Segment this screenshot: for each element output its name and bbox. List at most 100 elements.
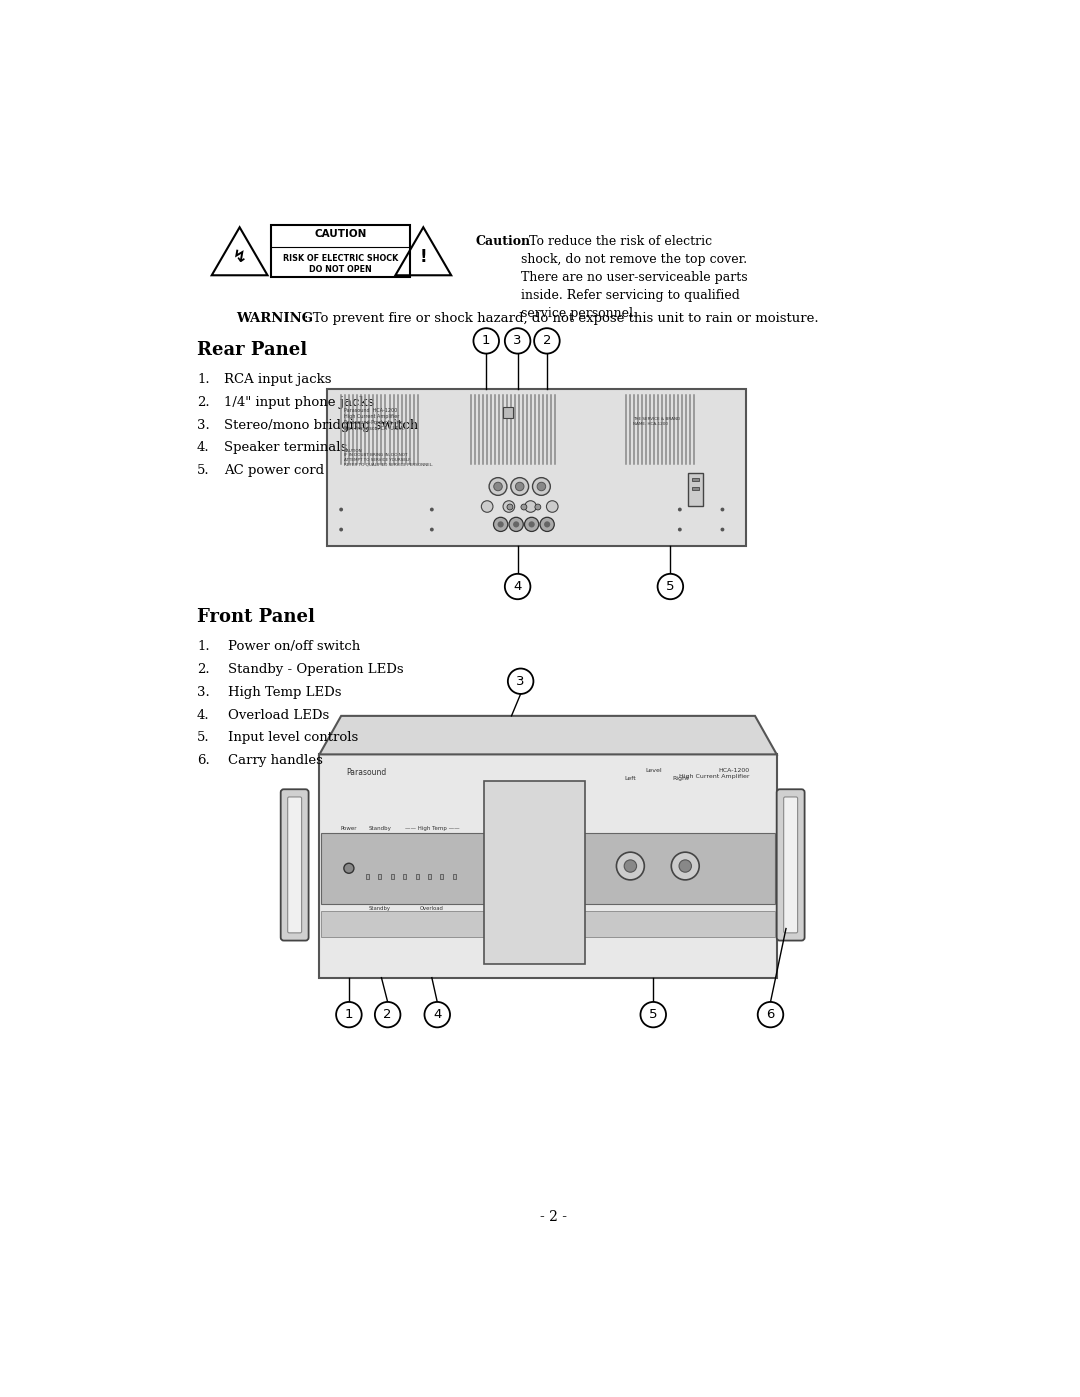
Circle shape xyxy=(339,528,343,531)
Text: 1: 1 xyxy=(345,1009,353,1021)
Text: High Temp LEDs: High Temp LEDs xyxy=(228,686,341,698)
Circle shape xyxy=(515,482,524,490)
Text: CAUTION
IF IN DOUBT BRING IN, DO NOT
ATTEMPT TO SERVICE YOURSELF.
REFER TO QUALI: CAUTION IF IN DOUBT BRING IN, DO NOT ATT… xyxy=(345,448,433,467)
Text: 1: 1 xyxy=(482,334,490,348)
Bar xyxy=(484,781,584,964)
Bar xyxy=(321,911,775,937)
Text: Stereo/mono bridging switch: Stereo/mono bridging switch xyxy=(225,419,418,432)
Circle shape xyxy=(336,1002,362,1027)
Circle shape xyxy=(537,482,545,490)
Text: 1.: 1. xyxy=(197,640,210,654)
Text: THE SERVICE & BRAND
NAME. HCA-1200: THE SERVICE & BRAND NAME. HCA-1200 xyxy=(633,418,679,430)
Circle shape xyxy=(504,574,530,599)
Bar xyxy=(320,754,777,978)
Bar xyxy=(453,873,456,879)
Bar xyxy=(391,873,394,879)
Circle shape xyxy=(430,528,434,531)
Text: Speaker terminals: Speaker terminals xyxy=(225,441,348,454)
Circle shape xyxy=(544,521,550,528)
Text: !: ! xyxy=(419,249,427,265)
Circle shape xyxy=(430,507,434,511)
Circle shape xyxy=(758,1002,783,1027)
Text: Power: Power xyxy=(340,826,357,831)
Text: DO NOT OPEN: DO NOT OPEN xyxy=(309,265,372,274)
Text: Right: Right xyxy=(673,775,689,781)
Circle shape xyxy=(503,500,515,513)
Bar xyxy=(403,873,406,879)
Text: Carry handles: Carry handles xyxy=(228,754,323,767)
Text: - 2 -: - 2 - xyxy=(540,1210,567,1224)
Text: Caution: Caution xyxy=(476,235,531,247)
Text: 2: 2 xyxy=(383,1009,392,1021)
Circle shape xyxy=(679,861,691,872)
Circle shape xyxy=(535,328,559,353)
Text: 6: 6 xyxy=(767,1009,774,1021)
Text: 4: 4 xyxy=(513,580,522,592)
Bar xyxy=(416,873,419,879)
Circle shape xyxy=(720,528,725,531)
Text: Standby: Standby xyxy=(369,905,391,911)
Text: 5.: 5. xyxy=(197,464,210,478)
Circle shape xyxy=(525,500,537,513)
Circle shape xyxy=(528,521,535,528)
Circle shape xyxy=(521,504,527,510)
Text: Input level controls: Input level controls xyxy=(228,731,359,745)
Circle shape xyxy=(473,328,499,353)
Text: Rear Panel: Rear Panel xyxy=(197,341,307,359)
Circle shape xyxy=(720,507,725,511)
Text: Standby: Standby xyxy=(368,826,391,831)
Text: 4.: 4. xyxy=(197,708,210,722)
Text: 3: 3 xyxy=(516,675,525,687)
Circle shape xyxy=(658,574,684,599)
FancyBboxPatch shape xyxy=(784,796,798,933)
Bar xyxy=(321,833,775,904)
Text: 1.: 1. xyxy=(197,373,210,386)
Circle shape xyxy=(678,528,681,531)
Circle shape xyxy=(624,861,636,872)
Bar xyxy=(503,407,513,418)
Circle shape xyxy=(617,852,645,880)
Circle shape xyxy=(513,521,519,528)
Circle shape xyxy=(546,500,558,513)
Text: 3: 3 xyxy=(513,334,522,348)
Circle shape xyxy=(507,504,513,510)
Text: 2.: 2. xyxy=(197,664,210,676)
Text: Standby - Operation LEDs: Standby - Operation LEDs xyxy=(228,664,404,676)
Text: Level: Level xyxy=(645,768,662,774)
Circle shape xyxy=(540,517,554,531)
Circle shape xyxy=(535,504,541,510)
Bar xyxy=(271,225,410,277)
Text: Left: Left xyxy=(624,775,636,781)
Circle shape xyxy=(494,482,502,490)
Text: 5: 5 xyxy=(666,580,675,592)
Text: RCA input jacks: RCA input jacks xyxy=(225,373,332,386)
Bar xyxy=(366,873,369,879)
Bar xyxy=(428,873,431,879)
Text: : To prevent fire or shock hazard, do not expose this unit to rain or moisture.: : To prevent fire or shock hazard, do no… xyxy=(303,312,819,324)
Circle shape xyxy=(424,1002,450,1027)
Circle shape xyxy=(640,1002,666,1027)
Text: Parasound  HCA-1200
High Current Amplifier
Parasound Products, Inc.
San Francisc: Parasound HCA-1200 High Current Amplifie… xyxy=(345,408,405,432)
Text: 4.: 4. xyxy=(197,441,210,454)
Bar xyxy=(441,873,444,879)
FancyBboxPatch shape xyxy=(287,796,301,933)
Bar xyxy=(327,388,745,546)
Text: CAUTION: CAUTION xyxy=(314,229,366,239)
FancyBboxPatch shape xyxy=(281,789,309,940)
Circle shape xyxy=(375,1002,401,1027)
Text: : To reduce the risk of electric
shock, do not remove the top cover.
There are n: : To reduce the risk of electric shock, … xyxy=(521,235,747,320)
Text: 3.: 3. xyxy=(197,419,210,432)
Text: 6.: 6. xyxy=(197,754,210,767)
Bar xyxy=(691,488,700,490)
Text: Overload: Overload xyxy=(420,905,444,911)
Bar xyxy=(688,474,703,506)
Circle shape xyxy=(672,852,699,880)
Text: 4: 4 xyxy=(433,1009,442,1021)
Bar xyxy=(691,478,700,481)
Text: 1/4" input phone jacks: 1/4" input phone jacks xyxy=(225,395,375,409)
Circle shape xyxy=(498,521,503,528)
Text: 2: 2 xyxy=(542,334,551,348)
Circle shape xyxy=(489,478,507,496)
Text: Overload LEDs: Overload LEDs xyxy=(228,708,329,722)
Circle shape xyxy=(678,507,681,511)
